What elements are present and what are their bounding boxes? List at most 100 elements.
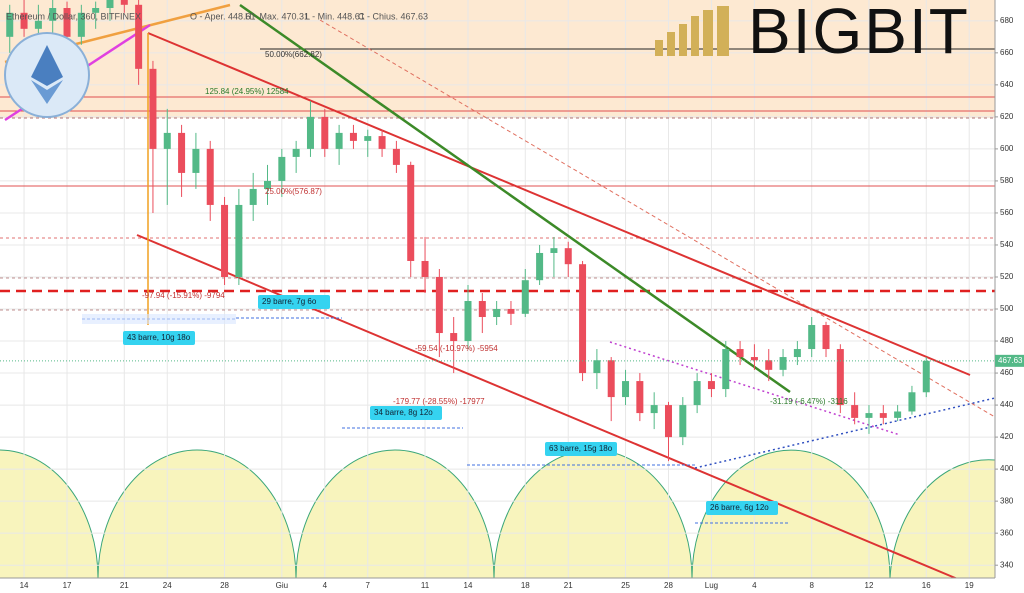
y-tick-label: 400 [1000,464,1014,473]
candle-body [765,360,773,370]
candle-body [865,413,873,418]
candle-body [579,264,587,374]
annotation: -59.54 (-10.97%) -5954 [415,344,498,353]
x-tick-label: 19 [965,581,974,590]
header-ohlc: O - Aper. 448.61 [190,11,256,21]
candle-body [206,148,214,205]
candle-body [622,381,630,398]
x-axis-panel [0,578,1024,593]
candle-body [135,4,143,69]
y-tick-label: 580 [1000,176,1014,185]
range-label-box [545,442,617,456]
candle-body [292,148,300,157]
candle-body [349,132,357,141]
candle-body [378,136,386,149]
candle-body [736,349,744,358]
annotation: 50.00%(662.82) [265,50,322,59]
candle-body [593,360,601,374]
header-title: Ethereum / Dollar, 360, BITFINEX [6,11,141,21]
annotation: -31.19 (-6.47%) -3116 [770,397,848,406]
y-tick-label: 500 [1000,304,1014,313]
candle-body [321,116,329,149]
candle-body [922,360,930,393]
x-tick-label: 4 [752,581,757,590]
x-tick-label: 18 [521,581,530,590]
x-tick-label: 4 [323,581,328,590]
candle-body [750,357,758,361]
y-tick-label: 680 [1000,16,1014,25]
candle-body [421,260,429,277]
candle-body [435,276,443,334]
logo [4,6,729,118]
annotation: -179.77 (-28.55%) -17977 [393,397,485,406]
x-tick-label: 8 [809,581,814,590]
annotation: -97.94 (-15.91%) -9794 [142,291,225,300]
y-tick-label: 460 [1000,368,1014,377]
x-tick-label: 11 [421,581,430,590]
candle-body [879,413,887,418]
range-label-box [258,295,330,309]
range-label: 34 barre, 8g 12o [374,408,433,417]
header-ohlc: H - Max. 470.31 [245,11,309,21]
candle-body [478,301,486,318]
candle-body [521,280,529,314]
annotation: 125.84 (24.95%) 12584 [205,87,289,96]
x-tick-label: 12 [865,581,874,590]
candle-body [779,357,787,370]
y-tick-label: 520 [1000,272,1014,281]
y-tick-label: 660 [1000,48,1014,57]
candle-body [192,148,200,173]
candle-body [221,204,229,277]
candle-body [450,333,458,342]
candle-body [178,132,186,173]
axes: 340 360 380 400 420 440 460 480 500 520 540 560 580 6… [0,16,1024,590]
candle-body [6,12,14,37]
candle-body [92,8,100,13]
candle-body [163,132,171,149]
candle-body [836,349,844,406]
candle-body [34,20,42,29]
y-tick-label: 440 [1000,400,1014,409]
annotations: 50.00%(662.82) 125.84 (24.95%) 12584 25.00… [123,50,848,515]
candle-body [722,349,730,390]
candle-body [793,349,801,358]
x-tick-label: 16 [922,581,931,590]
candle-body [650,405,658,414]
range-label: 63 barre, 15g 18o [549,444,613,453]
y-tick-label: 340 [1000,560,1014,569]
candle-body [607,360,615,398]
candle-body [507,309,515,314]
y-tick-label: 480 [1000,336,1014,345]
candle-body [564,248,572,265]
candle-body [493,309,501,318]
header-ohlc: C - Chius. 467.63 [358,11,428,21]
brand: BIGBIT [748,0,970,67]
y-axis-panel [995,0,1024,593]
candle-body [536,252,544,281]
x-tick-label: Lug [705,581,718,590]
candle-body [908,392,916,412]
last-price-box [995,354,1024,367]
drawings [0,3,1001,581]
candle-body [364,136,372,141]
range-label-box [123,331,195,345]
x-tick-label: 28 [664,581,673,590]
last-price-label: 467.63 [998,356,1023,365]
candle-body [49,8,57,21]
candle-body [636,381,644,414]
candles [6,0,930,462]
x-tick-label: 21 [120,581,129,590]
candle-body [278,156,286,181]
candle-body [264,180,272,189]
candle-body [149,68,157,149]
x-tick-label: 24 [163,581,172,590]
x-tick-label: 25 [621,581,630,590]
range-label: 43 barre, 10g 18o [127,333,191,342]
candle-body [550,248,558,253]
range-label: 26 barre, 6g 12o [710,503,769,512]
candle-body [335,132,343,149]
y-tick-label: 420 [1000,432,1014,441]
x-tick-label: 14 [464,581,473,590]
x-tick-label: Giu [276,581,288,590]
